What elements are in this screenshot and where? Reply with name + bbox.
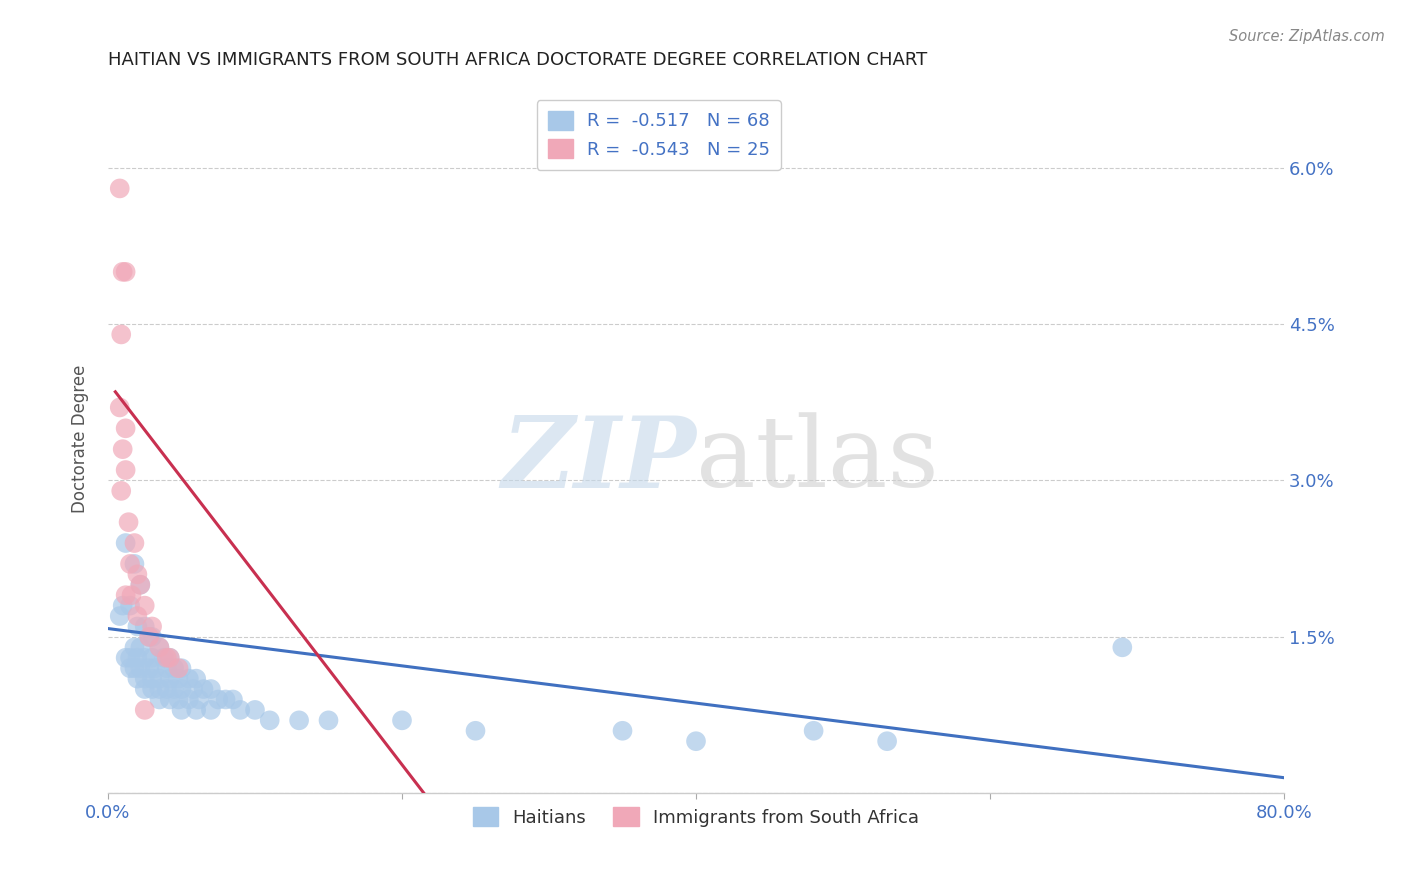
Point bbox=[127, 650, 149, 665]
Point bbox=[111, 599, 134, 613]
Point bbox=[129, 578, 152, 592]
Point bbox=[193, 681, 215, 696]
Point bbox=[148, 672, 170, 686]
Point bbox=[134, 703, 156, 717]
Point bbox=[170, 661, 193, 675]
Point bbox=[129, 640, 152, 655]
Point bbox=[177, 672, 200, 686]
Point bbox=[127, 672, 149, 686]
Point bbox=[163, 681, 186, 696]
Point bbox=[685, 734, 707, 748]
Point bbox=[124, 557, 146, 571]
Point bbox=[118, 650, 141, 665]
Point bbox=[114, 650, 136, 665]
Point bbox=[186, 672, 208, 686]
Point bbox=[108, 401, 131, 415]
Point bbox=[108, 609, 131, 624]
Point bbox=[134, 619, 156, 633]
Point bbox=[170, 703, 193, 717]
Point bbox=[186, 703, 208, 717]
Point bbox=[259, 714, 281, 728]
Point bbox=[134, 650, 156, 665]
Point bbox=[464, 723, 486, 738]
Point bbox=[141, 650, 163, 665]
Point bbox=[124, 661, 146, 675]
Point bbox=[159, 650, 181, 665]
Point bbox=[188, 692, 211, 706]
Point bbox=[222, 692, 245, 706]
Point bbox=[121, 588, 143, 602]
Point bbox=[229, 703, 252, 717]
Point bbox=[391, 714, 413, 728]
Point bbox=[129, 661, 152, 675]
Point bbox=[148, 692, 170, 706]
Point bbox=[134, 672, 156, 686]
Point bbox=[141, 619, 163, 633]
Point bbox=[118, 661, 141, 675]
Point bbox=[141, 681, 163, 696]
Point bbox=[156, 650, 179, 665]
Point bbox=[243, 703, 266, 717]
Point bbox=[148, 681, 170, 696]
Point bbox=[124, 640, 146, 655]
Text: HAITIAN VS IMMIGRANTS FROM SOUTH AFRICA DOCTORATE DEGREE CORRELATION CHART: HAITIAN VS IMMIGRANTS FROM SOUTH AFRICA … bbox=[108, 51, 927, 69]
Point bbox=[318, 714, 340, 728]
Point bbox=[141, 630, 163, 644]
Point bbox=[163, 661, 186, 675]
Point bbox=[134, 599, 156, 613]
Point bbox=[118, 599, 141, 613]
Point bbox=[127, 567, 149, 582]
Point bbox=[177, 692, 200, 706]
Point bbox=[156, 661, 179, 675]
Point bbox=[111, 442, 134, 457]
Point bbox=[214, 692, 236, 706]
Point bbox=[159, 692, 181, 706]
Y-axis label: Doctorate Degree: Doctorate Degree bbox=[72, 365, 89, 513]
Point bbox=[159, 672, 181, 686]
Point bbox=[159, 650, 181, 665]
Point bbox=[170, 681, 193, 696]
Point bbox=[167, 692, 190, 706]
Legend: Haitians, Immigrants from South Africa: Haitians, Immigrants from South Africa bbox=[465, 800, 927, 834]
Point bbox=[118, 557, 141, 571]
Point bbox=[108, 181, 131, 195]
Point bbox=[156, 681, 179, 696]
Point bbox=[114, 265, 136, 279]
Point bbox=[181, 681, 204, 696]
Point bbox=[148, 640, 170, 655]
Point bbox=[129, 578, 152, 592]
Point bbox=[141, 672, 163, 686]
Point bbox=[167, 661, 190, 675]
Point bbox=[167, 672, 190, 686]
Point bbox=[1111, 640, 1133, 655]
Point bbox=[114, 463, 136, 477]
Point bbox=[114, 421, 136, 435]
Point bbox=[803, 723, 825, 738]
Point bbox=[207, 692, 229, 706]
Point bbox=[288, 714, 311, 728]
Point bbox=[117, 515, 139, 529]
Point bbox=[138, 661, 160, 675]
Point bbox=[143, 661, 166, 675]
Point bbox=[138, 630, 160, 644]
Point bbox=[612, 723, 634, 738]
Point bbox=[153, 650, 176, 665]
Point bbox=[876, 734, 898, 748]
Text: ZIP: ZIP bbox=[501, 412, 696, 508]
Point bbox=[134, 681, 156, 696]
Point bbox=[114, 588, 136, 602]
Point bbox=[124, 536, 146, 550]
Point bbox=[127, 619, 149, 633]
Point bbox=[200, 703, 222, 717]
Point bbox=[127, 609, 149, 624]
Point bbox=[148, 640, 170, 655]
Point bbox=[114, 536, 136, 550]
Point bbox=[110, 327, 132, 342]
Text: Source: ZipAtlas.com: Source: ZipAtlas.com bbox=[1229, 29, 1385, 44]
Point bbox=[110, 483, 132, 498]
Text: atlas: atlas bbox=[696, 412, 939, 508]
Point bbox=[138, 630, 160, 644]
Point bbox=[111, 265, 134, 279]
Point bbox=[200, 681, 222, 696]
